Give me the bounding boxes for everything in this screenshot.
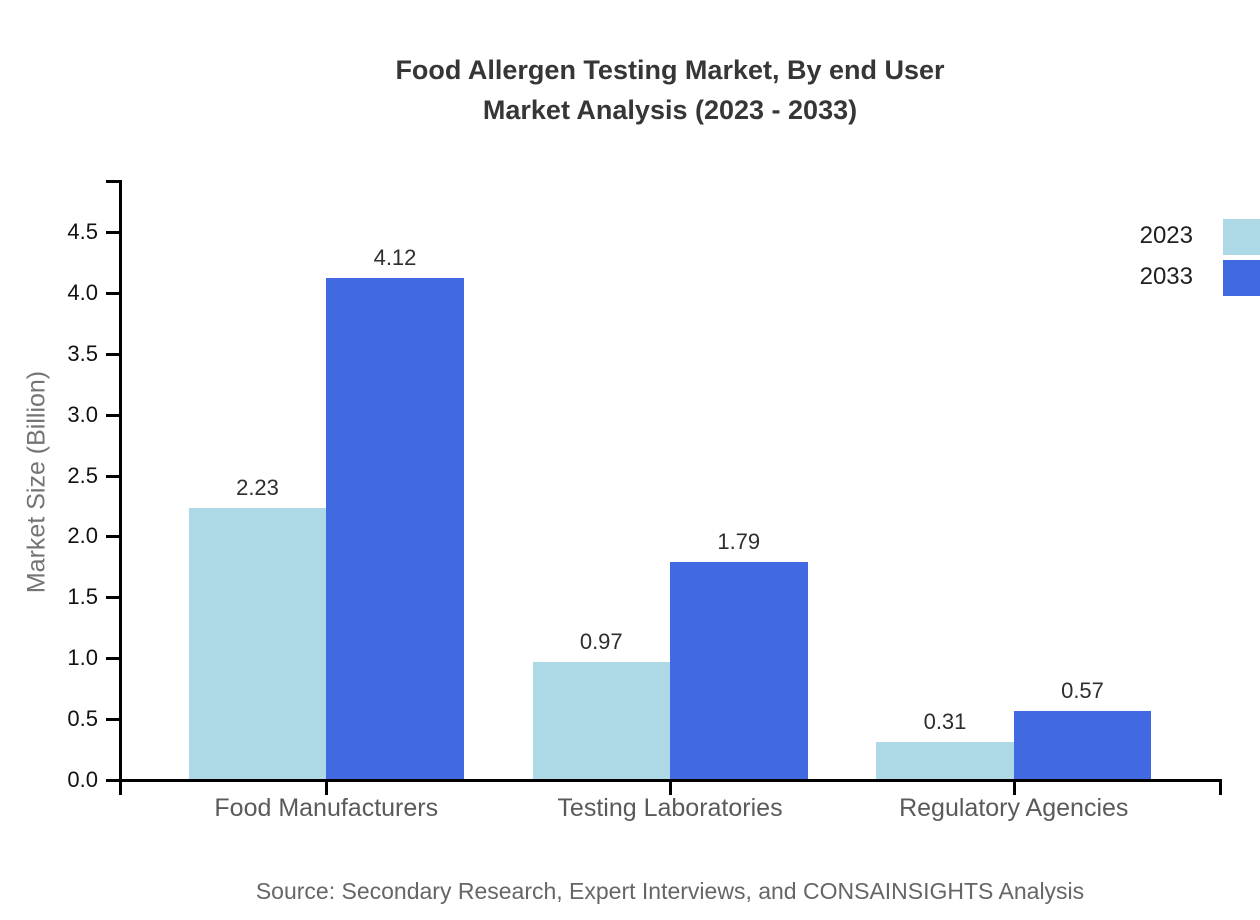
y-tick [106, 474, 120, 478]
y-tick-label: 3.0 [67, 401, 98, 427]
legend-swatch-2023 [1223, 219, 1260, 255]
bar-value-label: 4.12 [373, 245, 417, 271]
x-axis-end-tick [1219, 779, 1222, 795]
y-tick-label: 0.5 [67, 706, 98, 732]
bar-2033-regulatory-agencies [1013, 710, 1152, 780]
bar-2033-food-manufacturers [326, 278, 464, 780]
x-tick [325, 779, 329, 795]
bar-value-label: 0.31 [923, 709, 967, 735]
y-tick-label: 1.0 [67, 645, 98, 671]
y-axis-spine [119, 180, 122, 795]
bar-2023-regulatory-agencies [876, 742, 1014, 780]
category-label-regulatory-agencies: Regulatory Agencies [899, 794, 1129, 822]
bar-2023-food-manufacturers [188, 508, 327, 780]
y-tick-label: 2.0 [67, 523, 98, 549]
y-tick [106, 657, 120, 661]
y-tick [106, 718, 120, 722]
bar-value-label: 2.23 [236, 475, 279, 501]
category-label-food-manufacturers: Food Manufacturers [214, 794, 439, 822]
y-tick [106, 413, 120, 417]
bar-value-label: 0.57 [1061, 677, 1104, 703]
chart-title-line-1: Food Allergen Testing Market, By end Use… [395, 55, 945, 85]
legend-swatch-2033 [1223, 260, 1260, 296]
y-tick-label: 2.5 [67, 462, 98, 488]
y-tick-label: 3.5 [67, 340, 98, 366]
x-tick [669, 779, 672, 795]
y-tick [106, 535, 120, 539]
y-tick [106, 352, 120, 356]
y-tick-label: 1.5 [67, 584, 98, 610]
legend-label-2023: 2023 [1139, 222, 1193, 249]
bar-value-label: 0.97 [579, 628, 623, 654]
bar-2033-testing-laboratories [670, 562, 808, 780]
chart-title: Food Allergen Testing Market, By end Use… [120, 50, 1220, 130]
y-tick-label: 4.0 [67, 279, 98, 305]
bar-value-label: 1.79 [717, 529, 761, 554]
y-tick [106, 596, 120, 600]
y-tick-label: 4.5 [67, 218, 98, 244]
bar-2023-testing-laboratories [532, 661, 670, 780]
y-tick [106, 230, 120, 234]
y-tick-label: 0.0 [67, 767, 98, 792]
y-tick [106, 291, 120, 295]
y-axis-end-tick [106, 180, 122, 183]
category-label-testing-laboratories: Testing Laboratories [557, 794, 783, 822]
chart-title-line-2: Market Analysis (2023 - 2033) [482, 95, 858, 125]
legend-label-2033: 2033 [1139, 263, 1193, 290]
x-tick [1012, 779, 1016, 795]
source-note: Source: Secondary Research, Expert Inter… [255, 878, 1085, 904]
x-axis-spine [106, 779, 1222, 782]
